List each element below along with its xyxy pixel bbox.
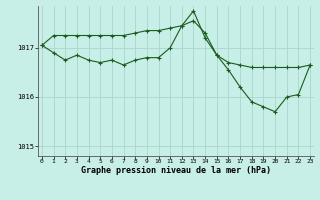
X-axis label: Graphe pression niveau de la mer (hPa): Graphe pression niveau de la mer (hPa) (81, 166, 271, 175)
